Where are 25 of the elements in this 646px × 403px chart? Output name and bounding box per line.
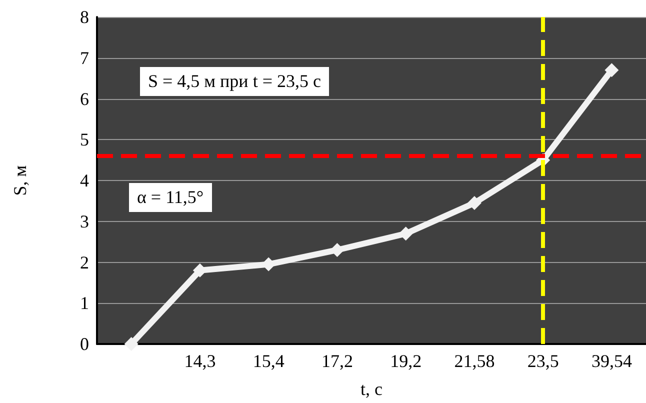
x-tick-label: 15,4 — [252, 351, 284, 371]
point — [398, 226, 413, 241]
y-tick-label: 2 — [80, 252, 89, 272]
x-axis-title: t, с — [360, 379, 382, 399]
y-tick-label: 4 — [80, 170, 89, 190]
y-tick-label: 0 — [80, 334, 89, 354]
annotation: S = 4,5 м при t = 23,5 с — [140, 67, 329, 96]
point — [467, 196, 482, 210]
x-tick-label: 17,2 — [321, 351, 353, 371]
point — [604, 63, 619, 78]
y-axis-title: S, м — [10, 165, 30, 196]
x-tick-label: 23,5 — [527, 351, 559, 371]
x-tick-label: 14,3 — [184, 351, 216, 371]
point — [330, 242, 344, 257]
y-tick-label: 3 — [80, 211, 89, 232]
y-tick-label: 7 — [80, 48, 89, 68]
x-tick-label: 21,58 — [454, 351, 495, 371]
y-tick-label: 6 — [80, 88, 89, 109]
y-tick-label: 8 — [80, 7, 89, 27]
annotation: α = 11,5° — [129, 183, 212, 212]
x-tick-label: 19,2 — [390, 351, 422, 371]
y-tick-label: 5 — [80, 130, 89, 150]
y-tick-label: 1 — [80, 293, 89, 314]
point — [124, 337, 138, 351]
x-tick-label: 39,54 — [591, 351, 632, 371]
